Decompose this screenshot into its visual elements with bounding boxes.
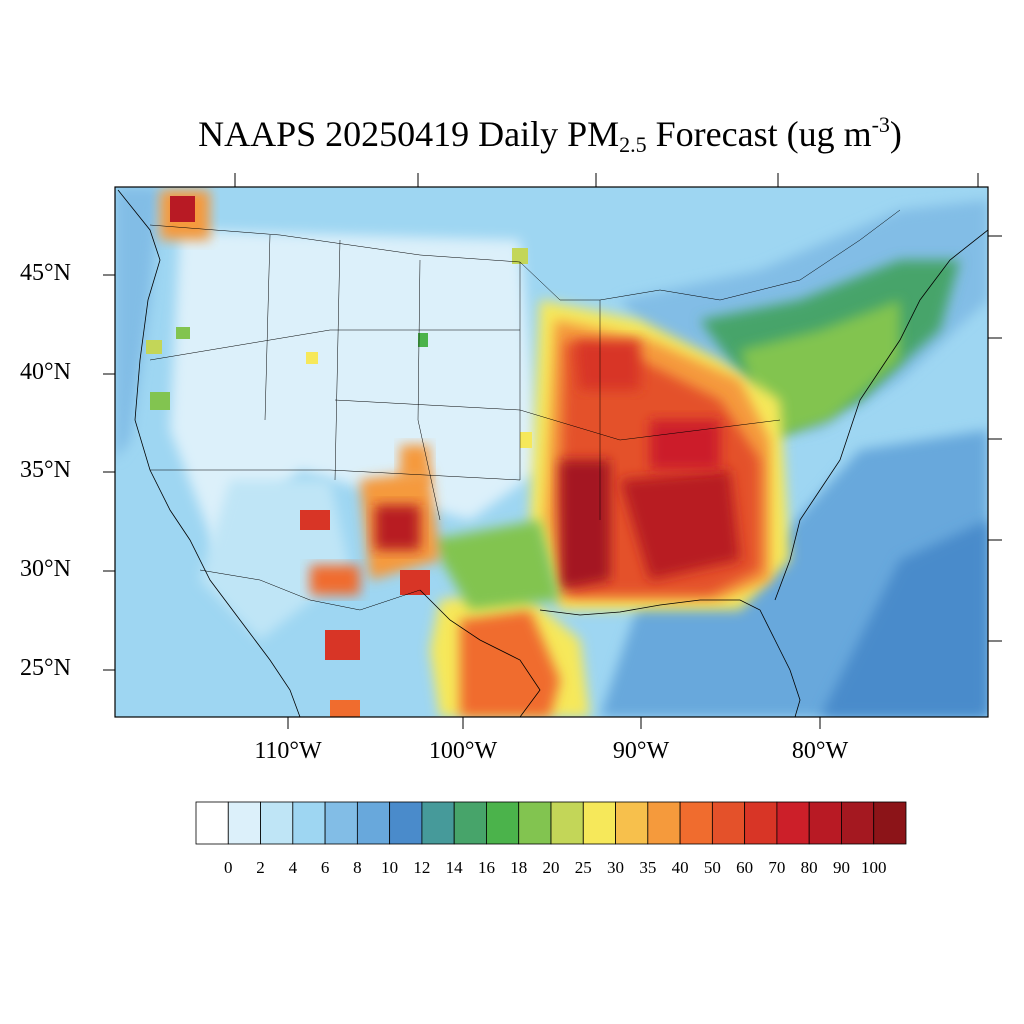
colorbar-tick-label: 0 xyxy=(224,858,233,877)
lat-label-40: 40°N xyxy=(20,359,71,385)
colorbar-tick-label: 2 xyxy=(256,858,265,877)
coastline xyxy=(117,189,988,717)
colorbar-swatch xyxy=(550,801,584,845)
colorbar-tick-label: 70 xyxy=(768,858,786,877)
colorbar-swatch xyxy=(679,801,713,845)
colorbar-swatch xyxy=(389,801,423,845)
colorbar-swatch xyxy=(744,801,778,845)
colorbar-swatch xyxy=(647,801,681,845)
colorbar-swatch xyxy=(227,801,261,845)
colorbar-swatch xyxy=(260,801,294,845)
colorbar-swatch xyxy=(453,801,487,845)
colorbar-tick-label: 35 xyxy=(639,858,657,877)
lon-label-80: 80°W xyxy=(791,738,849,764)
colorbar-swatch xyxy=(518,801,552,845)
concentration-field xyxy=(115,187,988,717)
colorbar-tick-label: 18 xyxy=(510,858,528,877)
lat-label-45: 45°N xyxy=(20,260,71,286)
colorbar-swatch xyxy=(195,801,229,845)
lat-label-30: 30°N xyxy=(20,556,71,582)
colorbar-swatch xyxy=(421,801,455,845)
colorbar-tick-label: 40 xyxy=(671,858,689,877)
lat-label-35: 35°N xyxy=(20,457,71,483)
colorbar-swatch xyxy=(292,801,326,845)
colorbar-tick-label: 90 xyxy=(832,858,850,877)
map-title: NAAPS 20250419 Daily PM2.5 Forecast (ug … xyxy=(198,112,902,157)
colorbar-tick-label: 16 xyxy=(477,858,495,877)
colorbar-swatch xyxy=(711,801,746,845)
colorbar-tick-label: 60 xyxy=(736,858,754,877)
lon-label-110: 110°W xyxy=(254,738,322,764)
colorbar-swatch xyxy=(873,801,907,845)
lat-label-25: 25°N xyxy=(20,655,71,681)
colorbar xyxy=(195,801,907,845)
lon-label-100: 100°W xyxy=(428,738,498,764)
colorbar-swatch xyxy=(486,801,520,845)
colorbar-tick-label: 12 xyxy=(413,858,431,877)
colorbar-tick-label: 30 xyxy=(607,858,625,877)
map-frame xyxy=(114,186,989,718)
colorbar-tick-label: 8 xyxy=(353,858,362,877)
colorbar-tick-label: 25 xyxy=(574,858,592,877)
colorbar-tick-label: 4 xyxy=(288,858,298,877)
political-borders xyxy=(149,209,901,611)
colorbar-swatch xyxy=(356,801,391,845)
colorbar-swatch xyxy=(582,801,616,845)
colorbar-swatch xyxy=(841,801,875,845)
colorbar-swatch xyxy=(615,801,649,845)
colorbar-tick-label: 6 xyxy=(320,858,330,877)
colorbar-tick-label: 100 xyxy=(860,858,887,877)
colorbar-tick-label: 10 xyxy=(381,858,399,877)
colorbar-tick-label: 80 xyxy=(800,858,818,877)
colorbar-tick-label: 14 xyxy=(445,858,463,877)
colorbar-swatch xyxy=(776,801,810,845)
lon-label-90: 90°W xyxy=(612,738,670,764)
colorbar-swatch xyxy=(324,801,358,845)
colorbar-swatch xyxy=(808,801,842,845)
colorbar-tick-label: 50 xyxy=(703,858,721,877)
colorbar-tick-label: 20 xyxy=(542,858,560,877)
axis-ticks xyxy=(103,173,1002,729)
